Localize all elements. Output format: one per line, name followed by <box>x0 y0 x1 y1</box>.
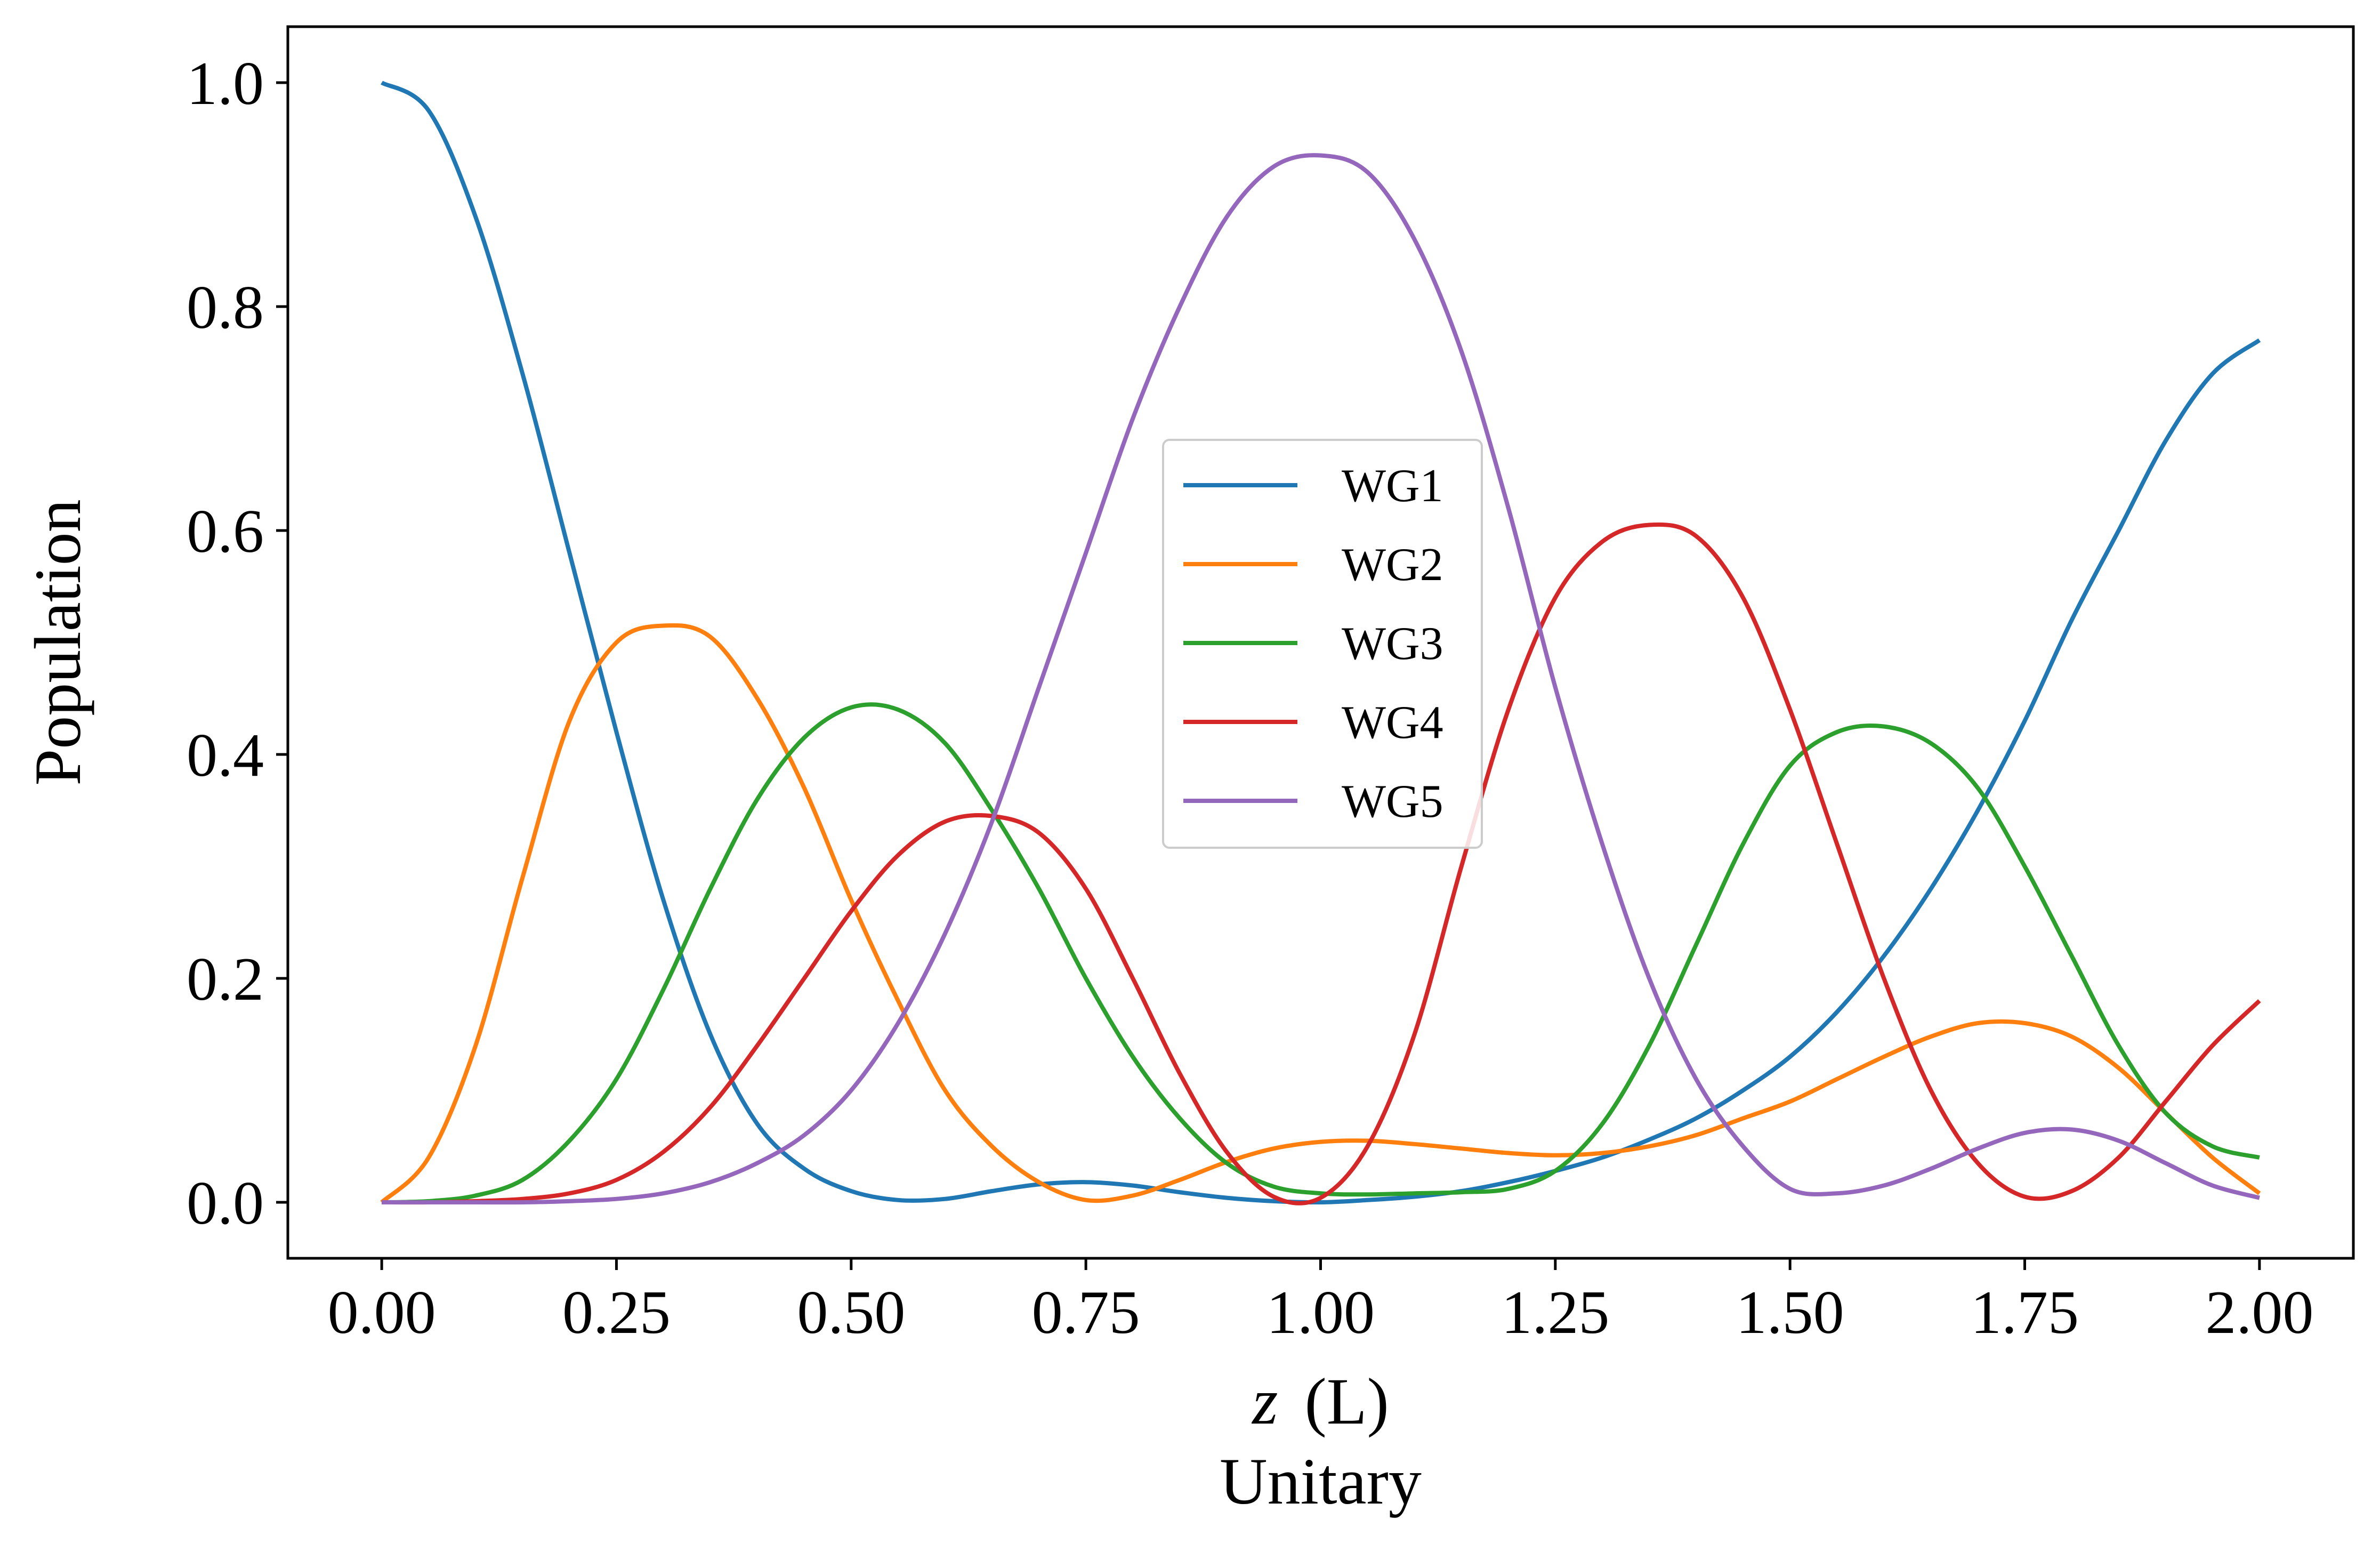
x-tick-label: 0.75 <box>1032 1279 1140 1347</box>
y-axis: 0.0 0.2 0.4 0.6 0.8 1.0 <box>187 50 288 1237</box>
x-tick-label: 1.25 <box>1501 1279 1609 1347</box>
x-tick-label: 0.00 <box>328 1279 436 1347</box>
x-tick-label: 0.25 <box>562 1279 671 1347</box>
series-line-wg1 <box>381 81 2261 1205</box>
chart-caption: Unitary <box>1220 1445 1422 1518</box>
y-tick-label: 0.6 <box>187 497 264 566</box>
y-tick-label: 0.0 <box>187 1169 264 1237</box>
x-tick-label: 1.00 <box>1266 1279 1375 1347</box>
legend-label-wg4: WG4 <box>1342 697 1443 749</box>
x-tick-label: 1.50 <box>1736 1279 1844 1347</box>
x-axis-label: z (L) <box>1251 1365 1389 1438</box>
y-tick-label: 1.0 <box>187 50 264 118</box>
legend-label-wg2: WG2 <box>1342 539 1443 591</box>
series-line-wg5 <box>382 153 2260 1205</box>
y-axis-label: Population <box>21 499 94 785</box>
series-line-wg3 <box>382 702 2260 1204</box>
x-axis-label-variable: z <box>1251 1365 1278 1438</box>
series-line-wg4 <box>382 522 2261 1206</box>
x-tick-label: 2.00 <box>2205 1279 2313 1347</box>
x-tick-label: 0.50 <box>797 1279 905 1347</box>
y-tick-label: 0.2 <box>187 945 264 1014</box>
legend-label-wg5: WG5 <box>1342 776 1443 827</box>
legend-label-wg3: WG3 <box>1342 618 1443 670</box>
x-axis-label-unit: (L) <box>1304 1365 1389 1438</box>
legend-box <box>1162 439 1483 849</box>
y-tick-label: 0.8 <box>187 274 264 342</box>
y-tick-label: 0.4 <box>187 721 264 790</box>
series-layer <box>380 81 2261 1206</box>
legend: WG1 WG2 WG3 WG4 WG5 <box>1162 439 1483 849</box>
x-axis: 0.00 0.25 0.50 0.75 1.00 1.25 1.50 1.75 2.00 <box>328 1258 2313 1347</box>
x-tick-label: 1.75 <box>1971 1279 2079 1347</box>
legend-label-wg1: WG1 <box>1342 460 1443 512</box>
